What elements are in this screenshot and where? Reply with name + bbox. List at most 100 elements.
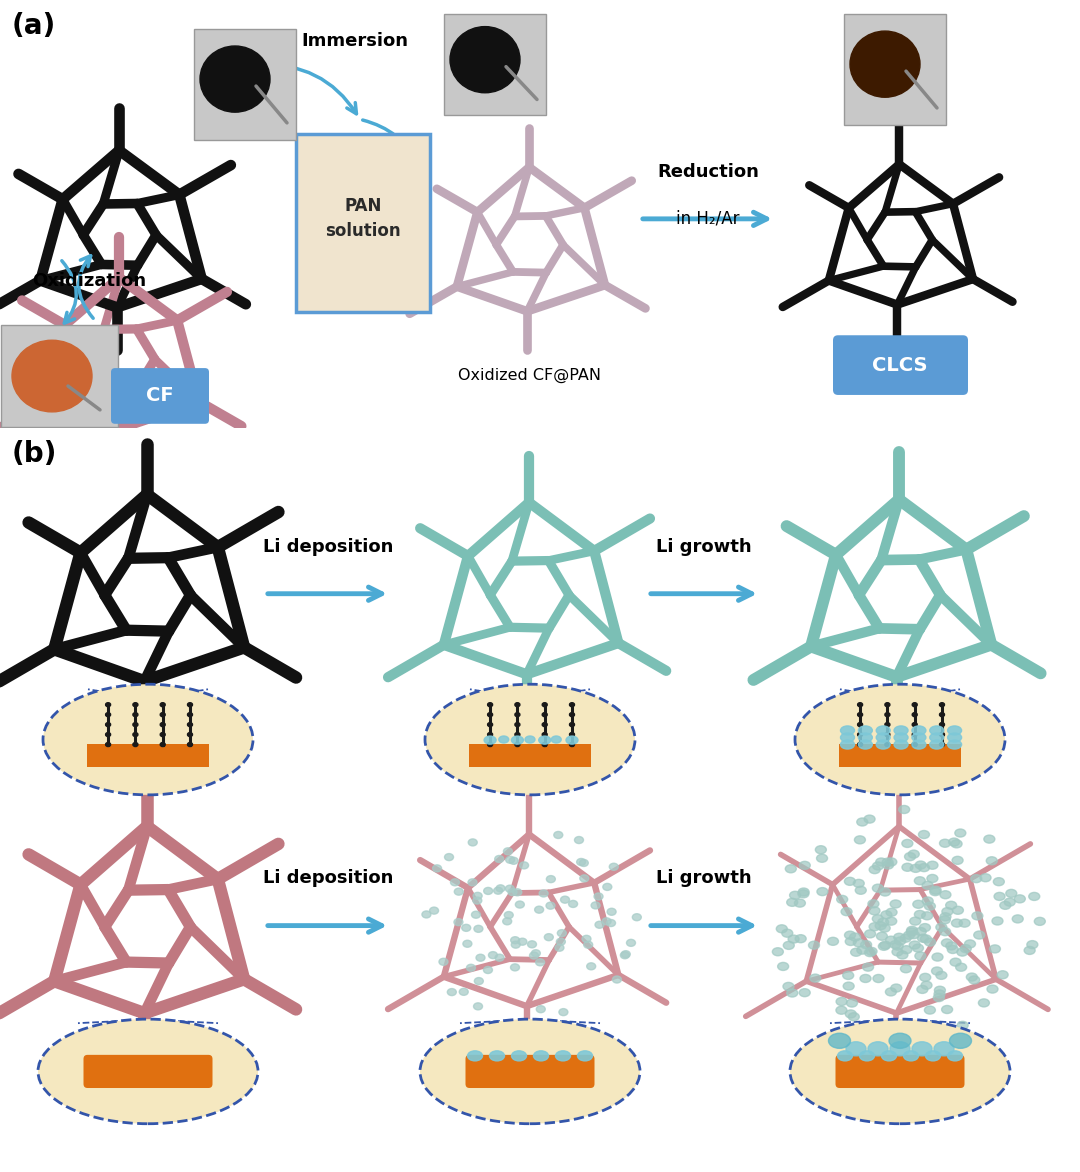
- Ellipse shape: [893, 933, 905, 941]
- Ellipse shape: [529, 952, 539, 959]
- Ellipse shape: [955, 829, 966, 837]
- Ellipse shape: [845, 931, 855, 939]
- Ellipse shape: [772, 948, 783, 956]
- Ellipse shape: [932, 967, 943, 975]
- Ellipse shape: [840, 732, 854, 742]
- Ellipse shape: [971, 874, 982, 883]
- Ellipse shape: [582, 935, 591, 942]
- Ellipse shape: [940, 915, 950, 924]
- Ellipse shape: [827, 938, 838, 946]
- Ellipse shape: [885, 723, 890, 727]
- Ellipse shape: [934, 990, 945, 999]
- Ellipse shape: [1012, 915, 1023, 922]
- Ellipse shape: [569, 732, 575, 736]
- Ellipse shape: [924, 938, 935, 946]
- Ellipse shape: [912, 1042, 932, 1056]
- Ellipse shape: [512, 736, 524, 744]
- Text: PAN
solution: PAN solution: [325, 197, 401, 240]
- Ellipse shape: [798, 890, 809, 898]
- Ellipse shape: [583, 941, 593, 948]
- Ellipse shape: [858, 732, 863, 736]
- Ellipse shape: [946, 901, 957, 909]
- Ellipse shape: [902, 839, 913, 847]
- Ellipse shape: [188, 713, 192, 716]
- Ellipse shape: [894, 725, 908, 735]
- Ellipse shape: [926, 1051, 941, 1061]
- Ellipse shape: [468, 879, 477, 886]
- Ellipse shape: [519, 861, 528, 868]
- Ellipse shape: [518, 938, 527, 946]
- Ellipse shape: [876, 858, 887, 866]
- Ellipse shape: [951, 919, 962, 927]
- Ellipse shape: [503, 847, 512, 854]
- Ellipse shape: [594, 893, 603, 900]
- Ellipse shape: [569, 703, 575, 707]
- Ellipse shape: [890, 1035, 901, 1043]
- Ellipse shape: [511, 941, 521, 948]
- Ellipse shape: [515, 901, 524, 908]
- Ellipse shape: [586, 963, 596, 970]
- Ellipse shape: [904, 1051, 918, 1061]
- Ellipse shape: [556, 938, 565, 946]
- Ellipse shape: [777, 925, 787, 933]
- Ellipse shape: [542, 713, 548, 716]
- Ellipse shape: [531, 949, 540, 956]
- Ellipse shape: [912, 732, 926, 742]
- Ellipse shape: [515, 732, 519, 736]
- Ellipse shape: [908, 931, 919, 939]
- Ellipse shape: [905, 852, 916, 860]
- Ellipse shape: [188, 703, 192, 707]
- Text: Li growth: Li growth: [657, 538, 752, 556]
- Ellipse shape: [487, 703, 492, 707]
- Ellipse shape: [450, 879, 459, 886]
- Ellipse shape: [858, 703, 863, 707]
- Ellipse shape: [578, 1051, 593, 1061]
- Ellipse shape: [106, 703, 110, 707]
- Ellipse shape: [861, 941, 872, 948]
- Ellipse shape: [1029, 892, 1040, 900]
- Ellipse shape: [921, 981, 932, 989]
- Ellipse shape: [915, 861, 927, 870]
- Ellipse shape: [568, 900, 578, 907]
- Ellipse shape: [1035, 918, 1045, 926]
- Ellipse shape: [940, 732, 945, 736]
- Ellipse shape: [566, 736, 578, 744]
- Ellipse shape: [515, 723, 519, 727]
- Ellipse shape: [554, 831, 563, 838]
- Ellipse shape: [859, 732, 873, 742]
- Ellipse shape: [864, 815, 875, 823]
- Ellipse shape: [873, 884, 883, 892]
- Ellipse shape: [892, 948, 903, 956]
- Ellipse shape: [1004, 898, 1015, 906]
- Ellipse shape: [933, 994, 944, 1002]
- Ellipse shape: [885, 713, 890, 716]
- Ellipse shape: [886, 908, 897, 917]
- Ellipse shape: [160, 732, 165, 736]
- Ellipse shape: [868, 900, 879, 908]
- Ellipse shape: [837, 1051, 852, 1061]
- Ellipse shape: [869, 907, 880, 915]
- Ellipse shape: [882, 861, 893, 870]
- Ellipse shape: [919, 864, 930, 872]
- FancyBboxPatch shape: [296, 135, 430, 313]
- Ellipse shape: [901, 946, 912, 954]
- Ellipse shape: [967, 973, 977, 981]
- Ellipse shape: [882, 858, 893, 866]
- Ellipse shape: [569, 743, 575, 747]
- Ellipse shape: [913, 723, 917, 727]
- Ellipse shape: [969, 976, 980, 984]
- Ellipse shape: [620, 952, 630, 959]
- Ellipse shape: [607, 908, 616, 915]
- Ellipse shape: [851, 948, 862, 956]
- Ellipse shape: [472, 911, 481, 918]
- Ellipse shape: [495, 954, 504, 961]
- Ellipse shape: [934, 986, 945, 994]
- Ellipse shape: [899, 805, 909, 813]
- Ellipse shape: [993, 917, 1003, 925]
- Ellipse shape: [816, 887, 828, 895]
- Ellipse shape: [875, 921, 886, 929]
- Ellipse shape: [984, 836, 995, 843]
- Ellipse shape: [445, 853, 454, 860]
- Ellipse shape: [940, 713, 945, 716]
- Ellipse shape: [959, 919, 970, 927]
